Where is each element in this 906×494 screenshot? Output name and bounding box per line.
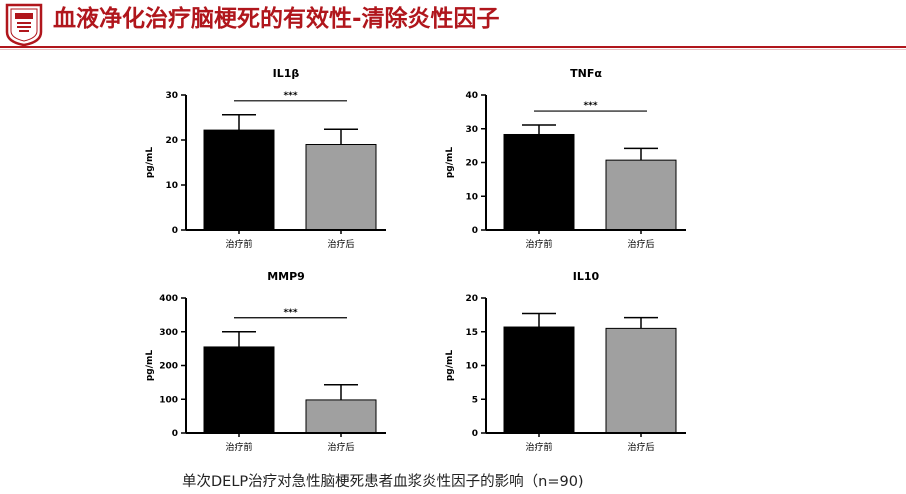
chart-title: MMP9 xyxy=(267,270,305,283)
category-label: 治疗前 xyxy=(225,441,252,453)
y-tick-label: 20 xyxy=(165,136,178,146)
y-tick-label: 10 xyxy=(165,181,178,191)
category-label: 治疗后 xyxy=(627,441,654,453)
chart-il10: IL10 pg/mL 治疗前 治疗后 0 5 10 15 20 xyxy=(445,270,686,453)
y-tick-label: 200 xyxy=(159,362,178,372)
y-tick-label: 30 xyxy=(165,91,178,101)
bar-before xyxy=(503,133,575,231)
y-tick-label: 20 xyxy=(465,159,478,169)
chart-mmp9: MMP9 pg/mL 治疗前 治疗后 0 100 200 300 400 *** xyxy=(145,270,386,453)
category-label: 治疗后 xyxy=(327,238,354,250)
chart-tnfa: TNFα pg/mL 治疗前 治疗后 0 10 20 30 40 *** xyxy=(445,67,686,250)
header-divider xyxy=(0,46,906,48)
category-label: 治疗后 xyxy=(327,441,354,453)
y-axis-label: pg/mL xyxy=(445,147,455,179)
y-tick-label: 0 xyxy=(172,226,178,236)
y-tick-label: 0 xyxy=(172,429,178,439)
y-axis-label: pg/mL xyxy=(145,147,155,179)
y-tick-label: 20 xyxy=(465,294,478,304)
category-label: 治疗前 xyxy=(525,441,552,453)
y-tick-label: 10 xyxy=(465,192,478,202)
category-label: 治疗前 xyxy=(525,238,552,250)
university-seal-icon xyxy=(5,3,43,46)
chart-title: IL1β xyxy=(273,67,300,80)
header-divider-thin xyxy=(0,49,906,50)
bar-before xyxy=(203,129,275,231)
chart-il1b: IL1β pg/mL 治疗前 治疗后 0 10 20 30 *** xyxy=(145,67,386,250)
y-tick-label: 0 xyxy=(472,226,478,236)
y-tick-label: 0 xyxy=(472,429,478,439)
category-label: 治疗后 xyxy=(627,238,654,250)
y-tick-label: 30 xyxy=(465,125,478,135)
significance-marker: *** xyxy=(283,308,297,318)
significance-marker: *** xyxy=(283,91,297,101)
y-axis-label: pg/mL xyxy=(145,350,155,382)
y-tick-label: 5 xyxy=(472,395,478,405)
bar-before xyxy=(203,346,275,434)
y-tick-label: 400 xyxy=(159,294,178,304)
bar-after xyxy=(605,327,677,434)
y-tick-label: 300 xyxy=(159,328,178,338)
y-tick-label: 10 xyxy=(465,362,478,372)
bar-after xyxy=(605,159,677,231)
y-tick-label: 15 xyxy=(465,328,478,338)
slide-header: 血液净化治疗脑梗死的有效性-清除炎性因子 xyxy=(0,0,906,50)
y-axis-label: pg/mL xyxy=(445,350,455,382)
chart-title: IL10 xyxy=(573,270,600,283)
y-tick-label: 40 xyxy=(465,91,478,101)
category-label: 治疗前 xyxy=(225,238,252,250)
page-title: 血液净化治疗脑梗死的有效性-清除炎性因子 xyxy=(53,6,500,32)
bar-before xyxy=(503,326,575,434)
chart-title: TNFα xyxy=(570,67,602,80)
y-tick-label: 100 xyxy=(159,395,178,405)
figure-caption: 单次DELP治疗对急性脑梗死患者血浆炎性因子的影响（n=90) xyxy=(182,474,584,490)
bar-after xyxy=(305,399,377,434)
significance-marker: *** xyxy=(583,101,597,111)
bar-after xyxy=(305,144,377,231)
